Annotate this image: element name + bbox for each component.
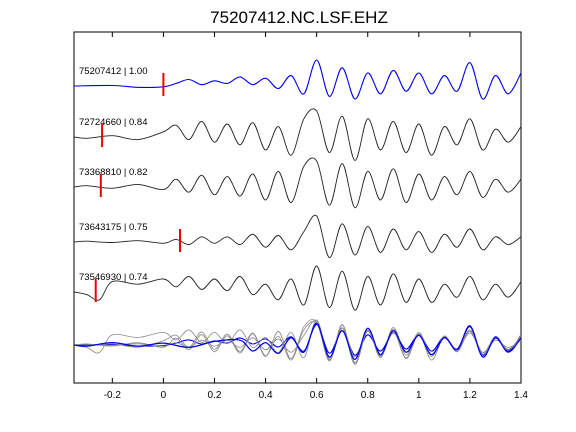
trace-line-3 [73,157,522,209]
x-tick-label-7: 1.2 [463,390,477,401]
trace-label-5: 73546930 | 0.74 [79,272,148,283]
trace-label-2: 72724660 | 0.84 [79,117,148,128]
x-tick-label-0: -0.2 [104,390,122,401]
trace-label-3: 73368810 | 0.82 [79,167,148,178]
x-tick-label-2: 0.2 [208,390,222,401]
overlay-stack-group [73,319,522,365]
x-tick-label-6: 1 [416,390,422,401]
chart-title: 75207412.NC.LSF.EHZ [210,8,388,27]
plot-frame [73,31,522,384]
trace-line-1 [73,59,522,100]
trace-label-1: 75207412 | 1.00 [79,66,148,77]
overlay-trace-5 [73,319,522,364]
x-tick-label-4: 0.6 [310,390,324,401]
x-tick-label-1: 0 [161,390,167,401]
overlay-mean-trace [73,322,522,361]
trace-line-2 [73,108,522,161]
overlay-trace-4 [73,319,522,360]
x-tick-label-5: 0.8 [361,390,375,401]
overlay-trace-3 [73,319,522,364]
x-tick-label-3: 0.4 [259,390,273,401]
overlay-trace-1 [73,324,522,356]
x-axis: -0.2 0 0.2 0.4 0.6 0.8 1 1.2 1.4 [104,32,528,401]
trace-line-5 [73,265,522,311]
x-tick-label-8: 1.4 [514,390,528,401]
trace-label-4: 73643175 | 0.75 [79,222,148,233]
traces-group: 75207412 | 1.00 72724660 | 0.84 73368810 |… [73,59,522,311]
